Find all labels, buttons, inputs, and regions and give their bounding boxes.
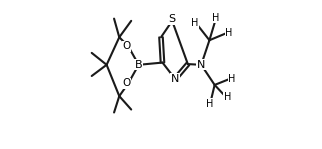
- Text: N: N: [171, 74, 179, 84]
- Text: H: H: [206, 98, 214, 109]
- Text: N: N: [197, 60, 205, 70]
- Text: B: B: [135, 60, 142, 70]
- Text: S: S: [169, 14, 176, 24]
- Text: H: H: [213, 13, 220, 23]
- Text: H: H: [225, 28, 232, 38]
- Text: O: O: [123, 41, 131, 51]
- Text: O: O: [123, 78, 131, 89]
- Text: H: H: [191, 18, 198, 28]
- Text: H: H: [223, 92, 231, 102]
- Text: H: H: [228, 74, 235, 84]
